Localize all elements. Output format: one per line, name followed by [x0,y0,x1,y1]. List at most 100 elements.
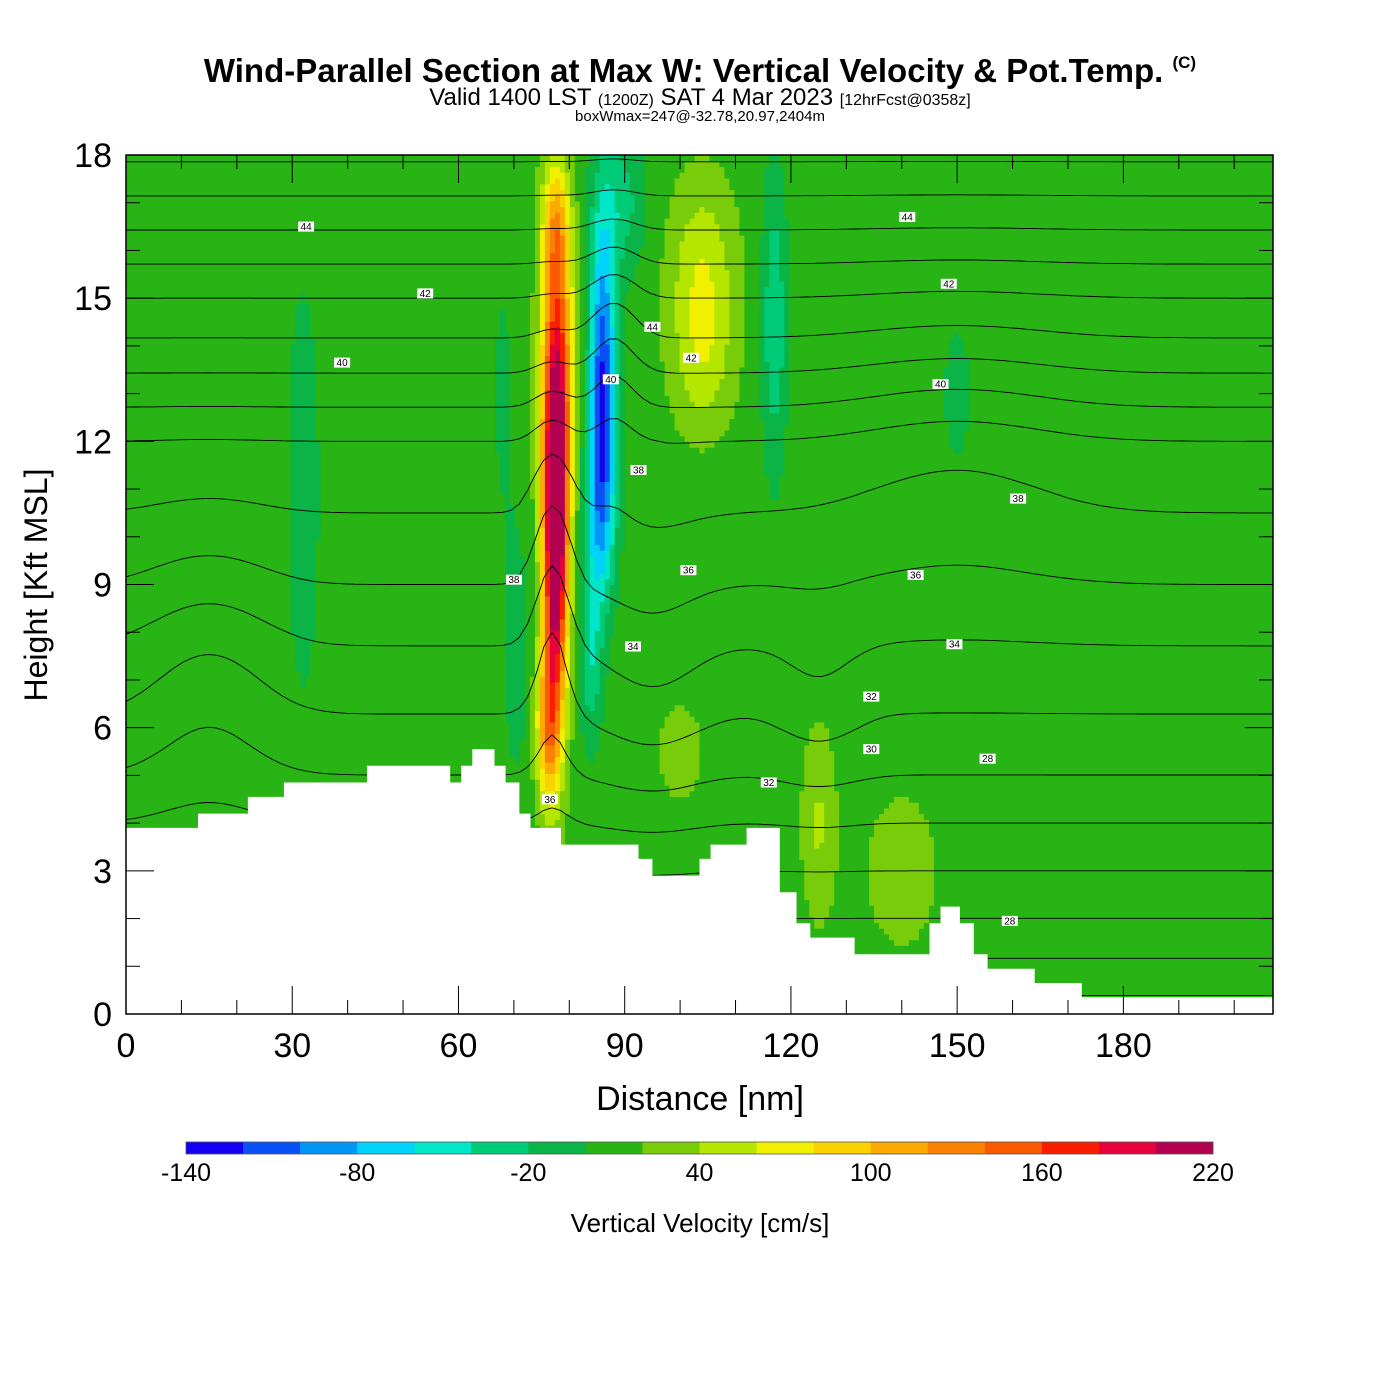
w-cell [310,647,506,654]
w-cell [714,217,740,225]
w-cell [126,441,292,448]
w-cell [549,601,561,609]
w-cell [534,429,541,437]
w-cell [584,469,591,477]
w-cell [126,252,536,259]
w-cell [574,464,581,471]
w-cell [559,784,566,792]
w-cell [126,487,292,494]
w-cell [569,217,576,225]
w-cell [544,355,551,362]
w-cell [539,567,546,574]
w-cell [574,567,581,574]
w-cell [664,223,686,231]
w-cell [505,590,526,597]
colorbar-swatch [927,1142,986,1154]
theta-label: 36 [907,570,924,582]
w-cell [544,504,551,511]
w-cell [759,309,765,316]
w-cell [544,469,551,477]
w-cell [684,435,721,442]
w-cell [594,756,661,763]
w-cell [589,155,601,162]
w-cell [574,258,581,265]
w-cell [614,475,621,483]
w-cell [505,315,531,322]
w-cell [534,406,541,414]
w-cell [769,378,780,385]
w-cell [500,321,506,328]
w-cell [126,710,506,717]
w-cell [290,389,317,397]
w-cell [574,338,581,345]
w-cell [779,252,790,259]
w-cell [769,263,780,271]
w-cell [624,424,676,431]
w-cell [544,716,551,723]
w-cell [624,343,661,351]
w-cell [619,469,626,477]
w-cell [709,275,731,282]
w-cell [779,475,1273,483]
w-cell [569,710,576,717]
w-cell [609,418,616,425]
w-cell [764,195,785,202]
w-cell [510,401,531,408]
w-cell [544,727,556,734]
w-cell [689,217,716,225]
w-cell [569,779,666,786]
w-cell [549,212,556,219]
w-cell [544,298,551,305]
w-cell [584,166,601,173]
w-cell [604,584,611,591]
w-cell [569,246,576,253]
w-cell [659,275,681,282]
w-cell [554,361,561,368]
w-cell [564,630,571,637]
w-cell [744,280,760,288]
w-cell [953,332,960,339]
w-cell [684,223,721,231]
w-cell [769,155,780,162]
w-cell [534,240,541,248]
w-cell [599,676,606,683]
w-cell [559,332,566,339]
w-cell [544,704,551,712]
w-cell [609,567,616,574]
w-cell [644,240,666,248]
w-cell [549,384,561,391]
w-cell [759,252,770,259]
w-cell [559,573,566,580]
w-cell [544,378,551,385]
w-cell [544,561,551,568]
w-cell [584,584,591,591]
w-cell [569,395,576,402]
w-cell [534,601,541,609]
w-cell [599,258,611,265]
w-cell [505,532,521,540]
w-cell [624,292,661,299]
w-cell [126,378,292,385]
w-cell [505,309,531,316]
w-cell [559,223,566,231]
w-cell [290,475,322,483]
w-cell [544,710,551,717]
w-cell [564,750,571,757]
w-cell [584,315,591,322]
w-cell [126,647,297,654]
w-cell [609,658,1273,666]
w-cell [624,338,661,345]
w-cell [599,739,661,746]
w-cell [599,240,611,248]
w-cell [614,217,631,225]
w-cell [948,343,965,351]
w-cell [764,355,785,362]
w-cell [534,607,541,614]
w-cell [704,447,765,454]
w-cell [574,641,581,649]
w-cell [664,716,696,723]
w-cell [544,412,551,420]
colorbar-tick-label: 160 [1021,1159,1063,1187]
w-cell [609,401,616,408]
w-cell [614,280,621,288]
